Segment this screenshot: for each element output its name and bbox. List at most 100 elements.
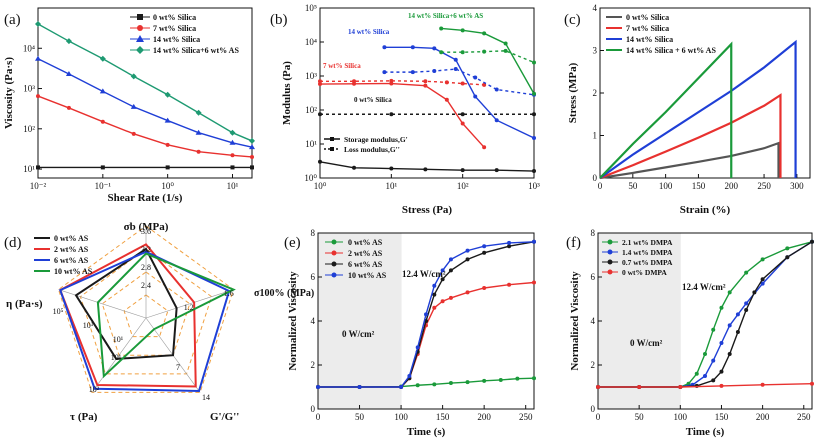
x-axis-label-c: Strain (%) — [680, 204, 731, 216]
data-point-b — [460, 168, 465, 173]
legend-label-a-2: 14 wt% Silica — [153, 35, 200, 44]
x-tick-label-c: 200 — [725, 181, 739, 191]
x-tick-label-e: 100 — [394, 412, 408, 422]
y-tick-label-e: 0 — [311, 404, 316, 414]
data-point-e — [507, 240, 512, 245]
data-point-b — [532, 60, 536, 65]
radar-tick-label-d: 10² — [89, 385, 100, 394]
legend-c: 0 wt% Silica 7 wt% Silica 14 wt% Silica … — [606, 13, 716, 55]
legend-item-d-0: 0 wt% AS — [34, 234, 89, 243]
y-tick-label-c: 4 — [593, 3, 598, 13]
legend-item-a-3: 14 wt% Silica+6 wt% AS — [130, 46, 239, 55]
y-tick-label-a: 10² — [23, 124, 35, 134]
legend-label-d-2: 6 wt% AS — [54, 256, 89, 265]
x-tick-label-e: 150 — [436, 412, 450, 422]
radar-axis-label-d-4: η (Pa·s) — [6, 298, 43, 310]
y-tick-label-b: 10³ — [305, 71, 317, 81]
data-point-f — [727, 323, 732, 328]
series-group-c — [599, 39, 797, 180]
data-point-e — [465, 257, 470, 262]
x-tick-label-a: 10⁻² — [30, 181, 47, 191]
data-point-f — [760, 257, 765, 262]
data-point-a — [65, 70, 72, 76]
legend-label-f-3: 0 wt% DMPA — [622, 268, 667, 277]
legend-item-e-1: 2 wt% AS — [325, 249, 383, 258]
x-tick-label-a: 10⁰ — [161, 181, 174, 191]
x-tick-label-c: 0 — [598, 181, 603, 191]
series-line-c-0 — [599, 141, 780, 180]
legend-item-c-0: 0 wt% Silica — [606, 13, 669, 22]
data-point-b — [532, 169, 536, 174]
data-point-e — [448, 268, 453, 273]
y-tick-label-b: 10¹ — [305, 139, 317, 149]
data-point-a — [229, 139, 236, 145]
radar-axis-label-d-3: τ (Pa) — [70, 411, 98, 423]
y-tick-label-a: 10³ — [23, 84, 35, 94]
data-point-b — [423, 167, 428, 172]
data-point-b — [460, 121, 465, 126]
radar-ring-d — [79, 248, 213, 375]
data-point-a — [100, 119, 105, 124]
data-point-f — [744, 270, 749, 275]
data-point-a — [36, 94, 40, 99]
legend-label-d-3: 10 wt% AS — [54, 267, 93, 276]
data-point-b — [410, 45, 415, 50]
data-point-f — [711, 358, 716, 363]
legend-label-e-2: 6 wt% AS — [348, 260, 383, 269]
data-point-f — [703, 374, 707, 378]
y-tick-label-e: 8 — [311, 228, 316, 238]
axes-a: 10⁻² 10⁻¹ 10⁰ 10¹ 10¹ 10² 10³ 10⁴ — [23, 43, 239, 191]
legend-item-b-0: Storage modulus,G' — [324, 135, 408, 144]
x-tick-label-a: 10⁻¹ — [95, 181, 112, 191]
data-point-f — [752, 290, 757, 295]
x-tick-label-c: 250 — [757, 181, 771, 191]
legend-item-f-2: 0.7 wt% DMPA — [602, 258, 673, 267]
data-point-f — [785, 255, 790, 260]
x-tick-label-c: 50 — [628, 181, 638, 191]
data-point-b — [453, 67, 458, 72]
data-point-e — [357, 385, 362, 389]
data-point-b — [318, 79, 322, 84]
y-tick-label-c: 3 — [593, 46, 598, 56]
radar-ring-d — [57, 225, 235, 393]
radar-tick-label-d: 7 — [176, 363, 180, 372]
x-tick-label-c: 150 — [692, 181, 706, 191]
y-tick-label-e: 2 — [311, 360, 316, 370]
radar-spoke-d — [58, 289, 147, 319]
data-point-b — [432, 46, 437, 51]
y-tick-label-b: 10² — [305, 105, 317, 115]
legend-item-e-3: 10 wt% AS — [325, 271, 387, 280]
x-tick-label-f: 50 — [635, 412, 645, 422]
data-point-f — [711, 378, 716, 383]
data-point-e — [515, 376, 520, 381]
data-point-e — [432, 292, 437, 297]
series-group-a — [35, 21, 255, 170]
data-point-a — [249, 137, 255, 144]
data-point-f — [744, 308, 749, 312]
legend-item-f-0: 2.1 wt% DMPA — [602, 238, 673, 247]
data-point-b — [473, 75, 478, 80]
legend-label-f-1: 1.4 wt% DMPA — [622, 248, 673, 257]
panel-label-e: (e) — [284, 235, 301, 251]
radar-tick-label-d: 10⁵ — [53, 307, 64, 316]
data-point-e — [465, 248, 470, 253]
legend-label-b-1: Loss modulus,G'' — [344, 145, 400, 154]
x-axis-label-a: Shear Rate (1/s) — [108, 192, 183, 204]
data-point-a — [99, 88, 106, 94]
data-point-b — [494, 118, 499, 123]
legend-label-e-1: 2 wt% AS — [348, 249, 383, 258]
data-point-e — [507, 282, 512, 287]
legend-d: 0 wt% AS 2 wt% AS 6 wt% AS 10 wt% AS — [34, 234, 93, 276]
data-point-b — [439, 26, 444, 31]
series-line-c-2 — [599, 39, 797, 179]
data-point-a — [99, 55, 106, 62]
data-point-a — [130, 103, 137, 109]
y-tick-label-c: 2 — [593, 88, 598, 98]
data-point-b — [503, 48, 508, 53]
data-point-a — [195, 109, 202, 116]
legend-label-f-2: 0.7 wt% DMPA — [622, 258, 673, 267]
data-point-b — [532, 136, 536, 141]
radar-spoke-d — [91, 317, 147, 393]
data-point-e — [399, 385, 404, 389]
data-point-b — [444, 80, 449, 85]
